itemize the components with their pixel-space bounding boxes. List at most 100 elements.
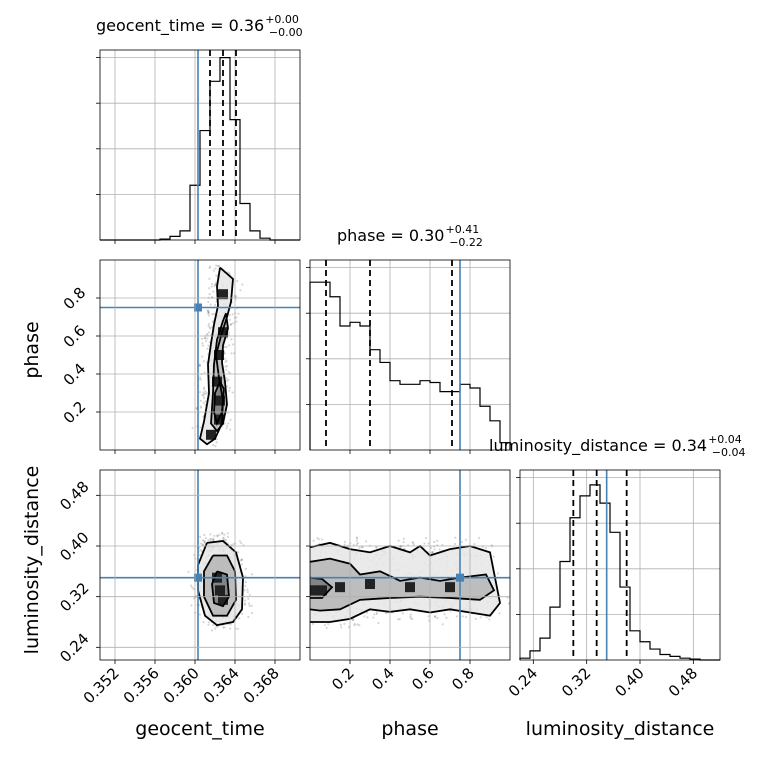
sample-point [412, 543, 415, 546]
sample-point [199, 426, 202, 429]
sample-point [214, 445, 217, 448]
sample-point [198, 553, 202, 557]
sample-point [208, 277, 211, 280]
sample-point [237, 312, 240, 315]
sample-point [206, 332, 209, 336]
sample-point [412, 541, 415, 545]
sample-point [208, 293, 211, 296]
sample-point [203, 337, 206, 340]
sample-point [356, 537, 359, 540]
sample-point [398, 618, 401, 621]
sample-point [507, 602, 510, 605]
sample-point [199, 376, 202, 379]
sample-point [228, 344, 231, 347]
sample-point [198, 603, 201, 607]
sample-point [202, 360, 205, 363]
axes-frame [99, 49, 301, 241]
sample-point [454, 536, 457, 539]
truth-marker [194, 303, 202, 312]
contour-line [203, 554, 237, 617]
sample-point [498, 612, 501, 615]
sample-point [202, 621, 205, 624]
sample-point [239, 559, 242, 562]
sample-point [208, 326, 211, 329]
density-peak [365, 579, 375, 589]
sample-point [215, 274, 218, 277]
sample-point [207, 621, 210, 624]
sample-point [231, 391, 234, 394]
sample-point [204, 340, 208, 343]
sample-point [366, 616, 369, 619]
sample-point [241, 283, 244, 286]
sample-point [198, 546, 201, 549]
tick-label-x: 0.8 [448, 664, 478, 694]
contour-line [210, 312, 229, 433]
histogram-luminosity_distance [519, 484, 720, 661]
sample-point [212, 312, 215, 316]
sample-point [215, 441, 218, 444]
sample-point [247, 615, 250, 619]
sample-point [187, 570, 190, 573]
sample-point [373, 613, 376, 616]
axes-frame [99, 259, 301, 451]
sample-point [246, 588, 249, 591]
sample-point [201, 539, 204, 542]
sample-point [223, 422, 226, 425]
sample-point [201, 342, 204, 345]
sample-point [229, 428, 232, 431]
sample-point [210, 538, 213, 541]
sample-point [250, 611, 253, 615]
density-peak [218, 289, 228, 300]
sample-point [214, 283, 217, 286]
sample-point [207, 310, 210, 313]
sample-point [212, 538, 215, 541]
sample-point [218, 533, 221, 536]
sample-point [203, 371, 206, 374]
sample-point [443, 613, 446, 616]
sample-point [198, 613, 202, 616]
sample-point [201, 355, 204, 358]
axes-frame [99, 469, 301, 661]
sample-point [343, 543, 346, 546]
sample-point [224, 365, 227, 368]
tick-label-x: 0.368 [240, 664, 283, 707]
density-peak [310, 585, 319, 596]
sample-point [227, 331, 231, 334]
sample-point [200, 337, 204, 340]
sample-point [372, 616, 375, 619]
sample-point [355, 539, 358, 542]
tick-label-x: 0.360 [160, 664, 203, 707]
sample-point [241, 558, 244, 562]
sample-point [199, 378, 202, 381]
sample-point [223, 351, 226, 354]
sample-point [339, 623, 342, 626]
sample-point [199, 399, 203, 402]
sample-point [474, 617, 477, 620]
sample-point [208, 287, 211, 290]
sample-point [244, 575, 247, 578]
sample-point [211, 313, 214, 316]
sample-point [223, 533, 226, 536]
sample-point [222, 537, 225, 540]
sample-point [401, 612, 405, 615]
tick-label-y: 0.2 [60, 398, 90, 428]
sample-point [227, 422, 230, 425]
panel-geocent_time-luminosity_distance [100, 470, 300, 660]
sample-point [430, 551, 433, 554]
sample-point [436, 539, 439, 542]
sample-point [226, 532, 229, 535]
sample-point [358, 546, 361, 549]
axes-frame [309, 469, 511, 661]
sample-point [198, 364, 201, 367]
sample-point [460, 540, 464, 544]
sample-point [204, 537, 207, 540]
sample-point [244, 599, 247, 602]
sample-point [438, 548, 441, 551]
sample-point [244, 580, 247, 584]
sample-point [198, 363, 201, 366]
sample-point [409, 613, 412, 616]
sample-point [229, 418, 232, 422]
sample-point [207, 331, 211, 334]
sample-point [207, 344, 210, 347]
sample-point [399, 546, 402, 549]
